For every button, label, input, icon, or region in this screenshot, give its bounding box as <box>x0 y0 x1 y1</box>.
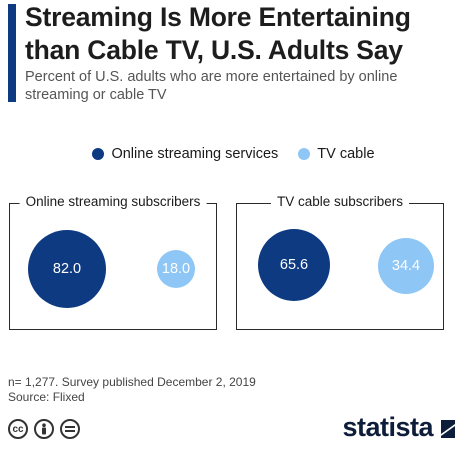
statista-mark-icon <box>441 419 455 438</box>
bubble-cable-subscribers-cable: 34.4 <box>378 238 434 294</box>
brand-name: statista <box>342 412 433 442</box>
sample-note: n= 1,277. Survey published December 2, 2… <box>8 375 256 389</box>
equals-icon[interactable] <box>60 419 80 439</box>
statista-logo[interactable]: statista <box>342 412 457 443</box>
person-icon[interactable] <box>34 419 54 439</box>
legend-label-cable: TV cable <box>317 146 375 162</box>
legend: Online streaming services TV cable <box>0 146 467 162</box>
license-icons: cc <box>8 419 86 439</box>
bubble-value: 18.0 <box>161 261 191 277</box>
title-accent-bar <box>8 4 16 102</box>
cc-icon[interactable]: cc <box>8 419 28 439</box>
panel-cable-subscribers: TV cable subscribers 65.6 34.4 <box>236 194 444 330</box>
footer: n= 1,277. Survey published December 2, 2… <box>8 375 256 405</box>
chart-title: Streaming Is More Entertaining than Cabl… <box>25 2 411 65</box>
panel-label-streaming-subscribers: Online streaming subscribers <box>19 194 207 209</box>
legend-swatch-streaming <box>92 148 105 160</box>
bubble-value: 82.0 <box>52 261 82 277</box>
bubble-cable-subscribers-streaming: 65.6 <box>258 229 330 301</box>
legend-swatch-cable <box>298 148 311 160</box>
panel-label-cable-subscribers: TV cable subscribers <box>270 194 410 209</box>
bubble-streaming-subscribers-streaming: 82.0 <box>28 230 106 308</box>
bubble-value: 65.6 <box>279 257 309 273</box>
legend-label-streaming: Online streaming services <box>111 146 279 162</box>
bubble-value: 34.4 <box>391 258 421 274</box>
legend-item-cable: TV cable <box>298 146 375 162</box>
chart-subtitle: Percent of U.S. adults who are more ente… <box>25 69 398 103</box>
legend-item-streaming: Online streaming services <box>92 146 278 162</box>
panel-streaming-subscribers: Online streaming subscribers 82.0 18.0 <box>9 194 217 330</box>
source-note: Source: Flixed <box>8 390 85 404</box>
bubble-streaming-subscribers-cable: 18.0 <box>157 250 195 288</box>
